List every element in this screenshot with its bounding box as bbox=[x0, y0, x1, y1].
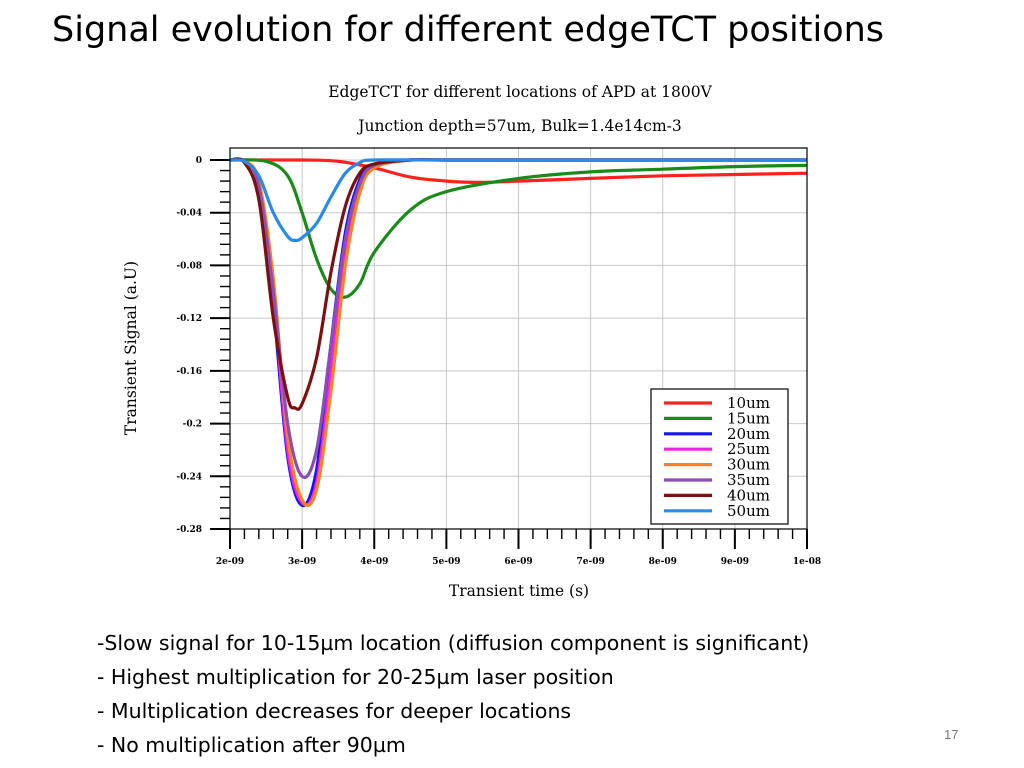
legend-label: 40um bbox=[727, 486, 770, 504]
x-tick-label: 2e-09 bbox=[216, 557, 244, 567]
x-axis-label: Transient time (s) bbox=[449, 582, 589, 600]
y-tick-label: -0.04 bbox=[176, 209, 202, 219]
chart-subtitle: Junction depth=57um, Bulk=1.4e14cm-3 bbox=[356, 117, 682, 135]
page-number: 17 bbox=[944, 727, 959, 742]
legend-label: 20um bbox=[727, 425, 770, 443]
y-axis-label: Transient Signal (a.U) bbox=[122, 261, 140, 435]
legend-label: 15um bbox=[727, 409, 770, 427]
y-tick-label: -0.12 bbox=[176, 314, 202, 324]
x-axis: 2e-09 3e-09 4e-09 5e-09 6e-09 7e-09 8e-09 9e-09… bbox=[216, 529, 821, 567]
chart-title: EdgeTCT for different locations of APD a… bbox=[328, 83, 712, 101]
y-tick-label: -0.24 bbox=[176, 472, 202, 482]
legend-box bbox=[650, 388, 789, 525]
y-tick-label: -0.16 bbox=[176, 367, 202, 377]
bullet-item: -Slow signal for 10-15µm location (diffu… bbox=[97, 631, 810, 655]
series-line-15um bbox=[229, 158, 808, 299]
slide-title: Signal evolution for different edgeTCT p… bbox=[52, 10, 885, 50]
bullet-item: - No multiplication after 90µm bbox=[97, 733, 406, 757]
x-tick-label: 6e-09 bbox=[504, 557, 532, 567]
legend-label: 25um bbox=[727, 440, 770, 458]
series-line-10um bbox=[229, 158, 808, 184]
legend-label: 10um bbox=[727, 394, 770, 412]
x-tick-label: 3e-09 bbox=[288, 557, 316, 567]
bullet-item: - Multiplication decreases for deeper lo… bbox=[97, 699, 572, 723]
y-tick-label: -0.2 bbox=[183, 420, 202, 430]
x-tick-label: 4e-09 bbox=[360, 557, 388, 567]
series-lines bbox=[229, 157, 808, 508]
y-tick-label: -0.28 bbox=[176, 525, 202, 535]
line-chart: EdgeTCT for different locations of APD a… bbox=[122, 83, 821, 600]
x-tick-label: 1e-08 bbox=[793, 557, 821, 567]
plot-frame bbox=[229, 147, 808, 530]
y-tick-label: 0 bbox=[196, 156, 202, 166]
legend-label: 35um bbox=[727, 471, 770, 489]
x-tick-label: 9e-09 bbox=[721, 557, 749, 567]
bullet-item: - Highest multiplication for 20-25µm las… bbox=[97, 665, 614, 689]
x-tick-label: 8e-09 bbox=[649, 557, 677, 567]
legend-label: 30um bbox=[727, 456, 770, 474]
y-axis: 0 -0.04 -0.08 -0.12 -0.16 -0.2 -0.24 -0.28 bbox=[176, 156, 230, 535]
x-tick-label: 7e-09 bbox=[577, 557, 605, 567]
x-tick-label: 5e-09 bbox=[432, 557, 460, 567]
bullet-list: -Slow signal for 10-15µm location (diffu… bbox=[97, 626, 809, 762]
legend-label: 50um bbox=[727, 502, 770, 520]
series-line-50um bbox=[229, 158, 807, 243]
y-tick-label: -0.08 bbox=[176, 261, 202, 271]
